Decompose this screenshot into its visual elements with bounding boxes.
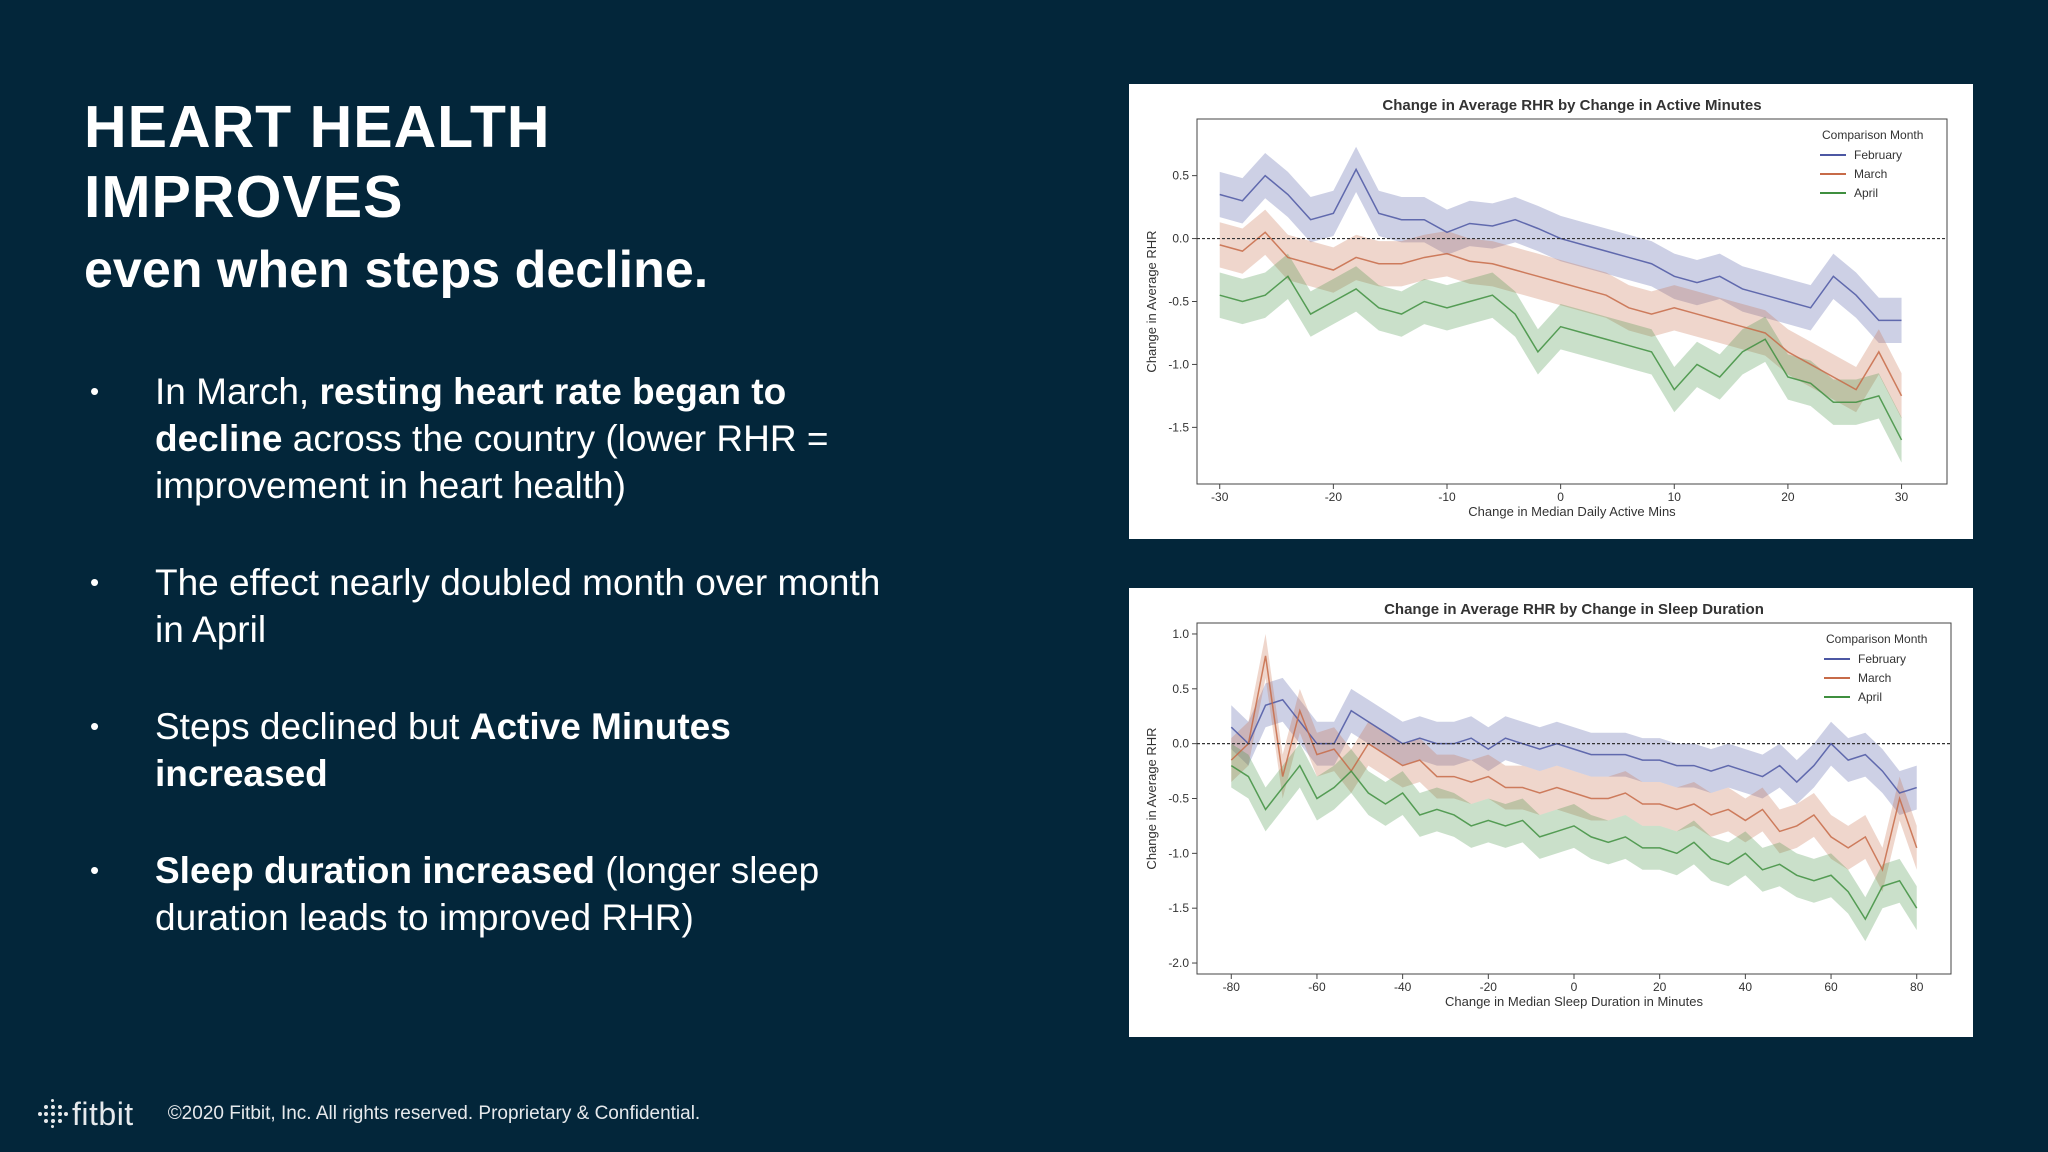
fitbit-logo: fitbit — [38, 1096, 134, 1133]
slide-subtitle: even when steps decline. — [84, 241, 709, 299]
x-tick-label: 20 — [1653, 980, 1667, 994]
chart-svg: Change in Average RHR by Change in Sleep… — [1144, 601, 1952, 1009]
bullet-text: across the country (lower RHR = improvem… — [155, 418, 829, 506]
series-line-april — [1219, 275, 1903, 441]
slide-title-block: HEART HEALTH IMPROVES even when steps de… — [84, 92, 984, 302]
series-band-march — [1219, 209, 1902, 419]
x-tick-label: -80 — [1223, 980, 1241, 994]
legend-entry-march: March — [1858, 671, 1891, 685]
series-band-february — [1219, 146, 1902, 344]
y-tick-label: -1.5 — [1168, 901, 1189, 915]
bullet-text: In March, — [155, 371, 320, 412]
x-tick-label: -60 — [1308, 980, 1326, 994]
bullet-text-bold: resting heart rate began to decline — [155, 371, 787, 459]
x-tick-label: 0 — [1557, 490, 1564, 504]
legend-title: Comparison Month — [1826, 632, 1927, 646]
chart-title: Change in Average RHR by Change in Sleep… — [1384, 601, 1764, 618]
series-band-april — [1219, 253, 1902, 463]
x-tick-label: 80 — [1910, 980, 1924, 994]
y-tick-label: -1.5 — [1168, 420, 1189, 434]
y-tick-label: -0.5 — [1168, 792, 1189, 806]
legend-entry-february: February — [1858, 652, 1906, 666]
legend-entry-february: February — [1854, 148, 1902, 162]
series-band-march — [1231, 633, 1917, 892]
x-axis-label: Change in Median Daily Active Mins — [1468, 504, 1676, 519]
bullet-item: • The effect nearly doubled month over mo… — [84, 559, 904, 653]
slide-title-line1: HEART HEALTH — [84, 94, 551, 160]
chart-title: Change in Average RHR by Change in Activ… — [1382, 97, 1761, 114]
chart-sleep-duration: Change in Average RHR by Change in Sleep… — [1129, 588, 1973, 1037]
x-tick-label: -40 — [1394, 980, 1412, 994]
y-tick-label: -1.0 — [1168, 846, 1189, 860]
series-line-february — [1230, 698, 1917, 794]
chart-active-minutes: Change in Average RHR by Change in Activ… — [1129, 84, 1973, 539]
fitbit-dots-icon — [38, 1099, 68, 1129]
y-tick-label: 0.0 — [1172, 737, 1189, 751]
series-line-march — [1230, 655, 1918, 872]
bullet-list: • In March, resting heart rate began to d… — [84, 368, 904, 991]
y-tick-label: 0.0 — [1172, 232, 1189, 246]
chart-svg: Change in Average RHR by Change in Activ… — [1144, 97, 1948, 519]
bullet-item: • In March, resting heart rate began to d… — [84, 368, 904, 509]
bullet-glyph: • — [90, 711, 100, 741]
series-line-march — [1219, 231, 1903, 397]
copyright-text: ©2020 Fitbit, Inc. All rights reserved. … — [167, 1103, 701, 1124]
x-tick-label: 0 — [1571, 980, 1578, 994]
x-tick-label: 30 — [1895, 490, 1909, 504]
series-line-february — [1219, 167, 1902, 322]
footer: fitbit ©2020 Fitbit, Inc. All rights res… — [38, 1094, 700, 1134]
y-tick-label: -1.0 — [1168, 357, 1189, 371]
y-axis-label: Change in Average RHR — [1144, 727, 1159, 869]
x-tick-label: -30 — [1211, 490, 1229, 504]
y-axis-label: Change in Average RHR — [1144, 230, 1159, 372]
y-tick-label: 0.5 — [1172, 169, 1189, 183]
bullet-text: (longer sleep duration leads to improved… — [155, 850, 820, 938]
slide-title-line2: IMPROVES — [84, 164, 404, 230]
y-tick-label: -2.0 — [1168, 956, 1189, 970]
series-line-april — [1230, 764, 1918, 921]
series-band-february — [1231, 677, 1917, 815]
bullet-item: • Steps declined but Active Minutes incre… — [84, 703, 904, 797]
bullet-item: • Sleep duration increased (longer sleep … — [84, 847, 904, 941]
bullet-text: Steps declined but — [155, 706, 470, 747]
x-tick-label: -20 — [1480, 980, 1498, 994]
x-axis-label: Change in Median Sleep Duration in Minut… — [1445, 994, 1703, 1009]
x-tick-label: 20 — [1781, 490, 1795, 504]
bullet-text: The effect nearly doubled month over mon… — [155, 562, 881, 650]
logo-text: fitbit — [72, 1095, 134, 1132]
legend-entry-march: March — [1854, 167, 1887, 181]
bullet-text-bold: Active Minutes increased — [155, 706, 731, 794]
bullet-glyph: • — [90, 855, 100, 885]
x-tick-label: 10 — [1668, 490, 1682, 504]
x-tick-label: 60 — [1824, 980, 1838, 994]
legend-title: Comparison Month — [1822, 128, 1923, 142]
bullet-text-bold: Sleep duration increased — [155, 850, 596, 891]
bullet-glyph: • — [90, 567, 100, 597]
legend-entry-april: April — [1858, 690, 1882, 704]
y-tick-label: 0.5 — [1172, 682, 1189, 696]
y-tick-label: 1.0 — [1172, 627, 1189, 641]
x-tick-label: 40 — [1739, 980, 1753, 994]
x-tick-label: -10 — [1438, 490, 1456, 504]
legend-entry-april: April — [1854, 186, 1878, 200]
bullet-glyph: • — [90, 376, 100, 406]
y-tick-label: -0.5 — [1168, 295, 1189, 309]
x-tick-label: -20 — [1325, 490, 1343, 504]
